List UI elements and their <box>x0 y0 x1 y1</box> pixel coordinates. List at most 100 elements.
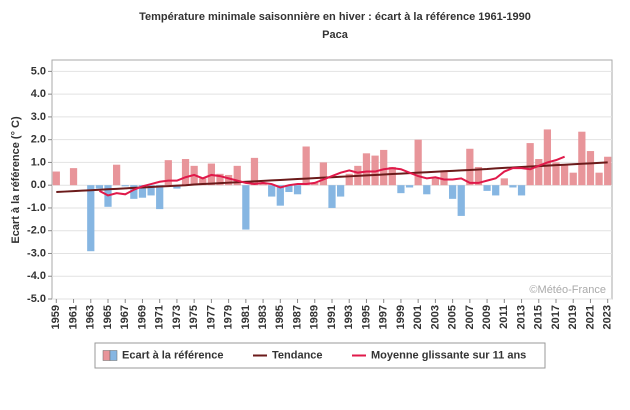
y-tick-label: -5.0 <box>27 293 46 305</box>
x-tick-label: 1967 <box>119 305 131 329</box>
x-tick-label: 1981 <box>240 305 252 329</box>
y-tick-label: 3.0 <box>31 111 46 123</box>
bar <box>595 172 603 186</box>
y-tick-label: 5.0 <box>31 65 46 77</box>
bar <box>52 171 60 186</box>
y-tick-label: 4.0 <box>31 88 46 100</box>
x-tick-label: 2011 <box>498 305 510 329</box>
y-tick-label: 1.0 <box>31 156 46 168</box>
y-tick-label: 2.0 <box>31 134 46 146</box>
bar <box>492 185 500 196</box>
x-tick-label: 1975 <box>188 305 200 329</box>
x-tick-label: 1989 <box>309 305 321 329</box>
x-tick-label: 1993 <box>343 305 355 329</box>
bar <box>156 185 164 210</box>
x-tick-label: 2021 <box>584 305 596 329</box>
bar <box>259 182 267 186</box>
bar <box>586 151 595 186</box>
x-tick-label: 2001 <box>412 305 424 329</box>
legend-label: Moyenne glissante sur 11 ans <box>371 349 526 361</box>
y-tick-label: -2.0 <box>27 225 46 237</box>
bar <box>578 131 586 186</box>
x-tick-label: 1977 <box>205 305 217 329</box>
bar <box>216 173 224 186</box>
bar <box>233 165 241 186</box>
y-tick-label: -4.0 <box>27 270 46 282</box>
x-tick-label: 1983 <box>257 305 269 329</box>
x-tick-label: 2009 <box>481 305 493 329</box>
bar <box>130 185 138 199</box>
x-tick-label: 1961 <box>67 305 79 329</box>
bar <box>423 185 431 195</box>
x-tick-label: 2023 <box>602 305 614 329</box>
bar <box>242 185 250 230</box>
legend <box>94 342 546 369</box>
bar <box>526 143 534 186</box>
x-tick-label: 1995 <box>360 305 372 329</box>
x-tick-label: 2003 <box>429 305 441 329</box>
bar <box>543 129 552 186</box>
x-tick-label: 2005 <box>447 305 459 329</box>
bar <box>95 185 104 189</box>
bar <box>285 185 293 193</box>
bar <box>535 159 543 186</box>
x-tick-label: 2019 <box>567 305 579 329</box>
bar <box>474 166 483 186</box>
bar <box>250 157 259 186</box>
bar <box>138 185 147 198</box>
bar <box>345 173 353 186</box>
bar <box>388 166 396 186</box>
x-tick-label: 1973 <box>171 305 183 329</box>
x-tick-label: 1997 <box>378 305 390 329</box>
bar <box>604 156 612 186</box>
bar <box>173 185 181 189</box>
x-tick-label: 2013 <box>515 305 527 329</box>
bar <box>483 185 491 191</box>
bar <box>328 185 336 208</box>
bar <box>371 155 379 186</box>
bar <box>509 185 517 188</box>
x-tick-label: 1999 <box>395 305 407 329</box>
x-tick-label: 1965 <box>102 305 114 329</box>
bar <box>440 170 448 186</box>
line <box>98 155 565 197</box>
bar <box>457 185 465 216</box>
x-tick-label: 1963 <box>85 305 97 329</box>
bar <box>414 139 422 186</box>
bar <box>397 185 405 194</box>
bar <box>517 185 526 196</box>
chart-title: Température minimale saisonnière en hive… <box>139 11 531 23</box>
x-tick-label: 2007 <box>464 305 476 329</box>
bar <box>293 185 302 195</box>
bar <box>311 182 319 186</box>
bar <box>224 174 233 186</box>
bar <box>552 162 560 186</box>
bar <box>181 159 190 186</box>
bar <box>302 146 310 186</box>
legend-label: Tendance <box>272 349 323 361</box>
x-tick-label: 1971 <box>154 305 166 329</box>
y-tick-label: 0.0 <box>31 179 46 191</box>
x-tick-label: 1991 <box>326 305 338 329</box>
y-tick-label: -1.0 <box>27 202 46 214</box>
bar <box>405 185 414 188</box>
bar <box>87 185 95 252</box>
x-tick-label: 1969 <box>136 305 148 329</box>
bar <box>466 148 474 186</box>
bar <box>199 178 207 186</box>
bar <box>336 185 345 197</box>
plot-area <box>51 59 613 300</box>
y-tick-label: -3.0 <box>27 247 46 259</box>
bar <box>431 178 440 186</box>
x-tick-label: 1959 <box>50 305 62 329</box>
bar <box>500 178 508 186</box>
bar <box>69 168 78 186</box>
watermark: ©Météo-France <box>529 284 606 296</box>
bar <box>560 164 569 186</box>
x-tick-label: 2015 <box>533 305 545 329</box>
x-tick-label: 1987 <box>291 305 303 329</box>
bar <box>121 185 129 187</box>
bar <box>380 149 388 186</box>
legend-swatch-pos <box>102 350 111 361</box>
